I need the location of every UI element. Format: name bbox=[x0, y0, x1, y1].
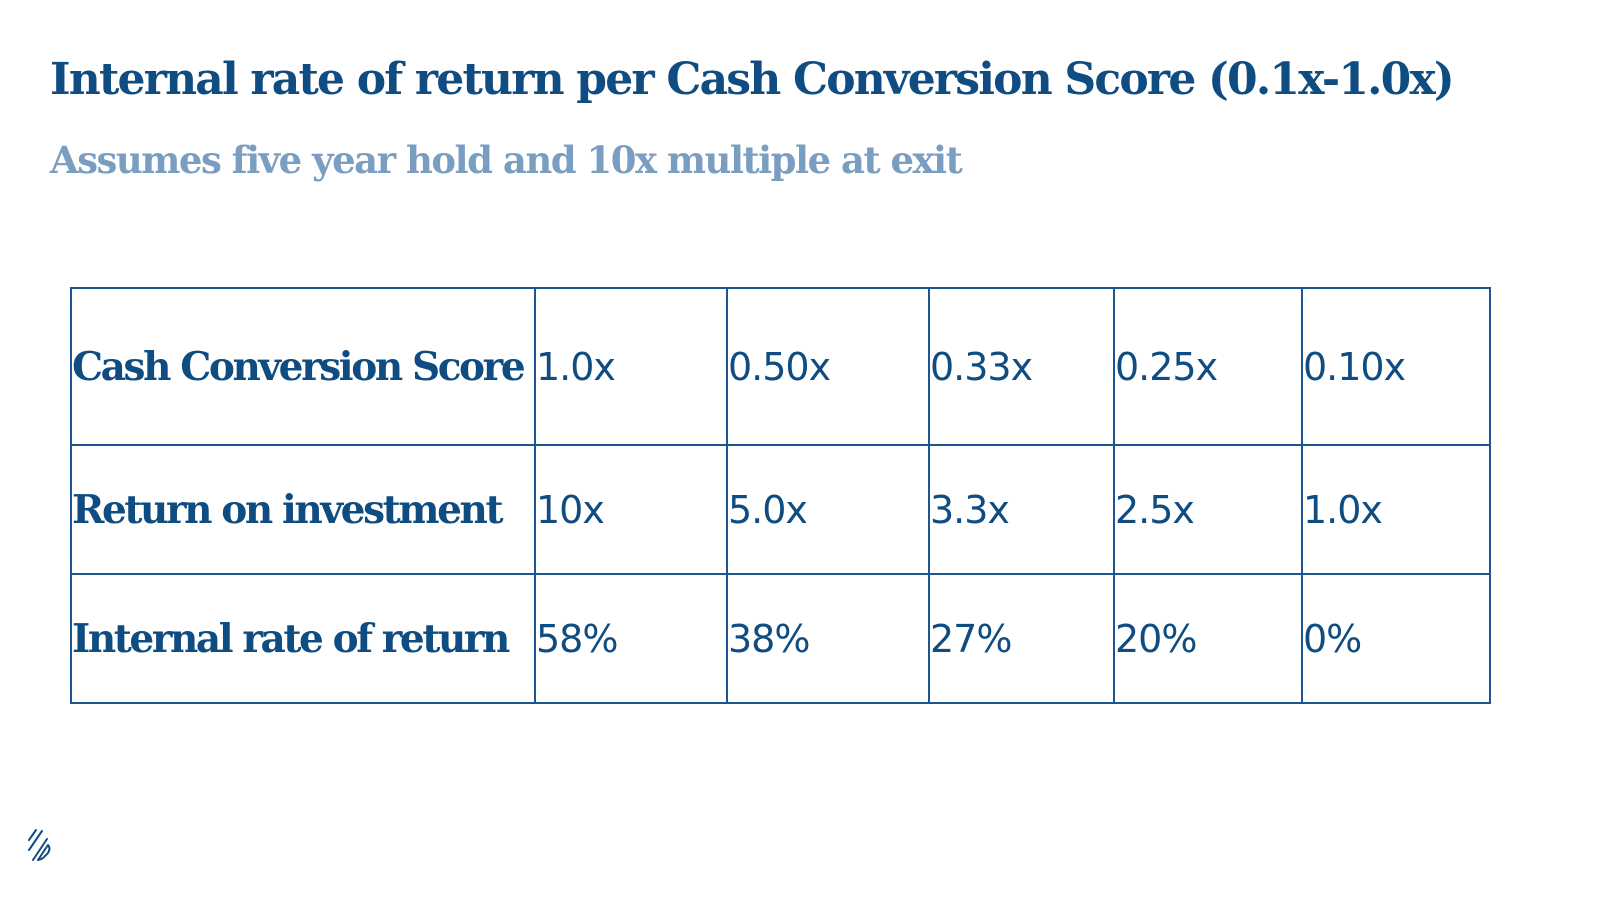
table-cell: 5.0x bbox=[726, 444, 930, 575]
row-label: Cash Conversion Score bbox=[70, 287, 536, 446]
row-label: Internal rate of return bbox=[70, 573, 536, 704]
table-cell: 20% bbox=[1113, 573, 1303, 704]
slide-title: Internal rate of return per Cash Convers… bbox=[50, 54, 1455, 105]
table-cell: 1.0x bbox=[1301, 444, 1491, 575]
table-cell: 0.50x bbox=[726, 287, 930, 446]
row-label: Return on investment bbox=[70, 444, 536, 575]
table-cell: 27% bbox=[928, 573, 1115, 704]
table-cell: 0.10x bbox=[1301, 287, 1491, 446]
table-cell: 2.5x bbox=[1113, 444, 1303, 575]
table-cell: 1.0x bbox=[534, 287, 728, 446]
table-cell: 0.33x bbox=[928, 287, 1115, 446]
irr-table: Cash Conversion Score 1.0x 0.50x 0.33x 0… bbox=[70, 287, 1491, 704]
table-row-cash-conversion-score: Cash Conversion Score 1.0x 0.50x 0.33x 0… bbox=[70, 287, 1491, 446]
slide-subtitle: Assumes five year hold and 10x multiple … bbox=[50, 138, 963, 182]
table-cell: 58% bbox=[534, 573, 728, 704]
table-cell: 3.3x bbox=[928, 444, 1115, 575]
table-cell: 10x bbox=[534, 444, 728, 575]
table-row-internal-rate-of-return: Internal rate of return 58% 38% 27% 20% … bbox=[70, 573, 1491, 704]
table-cell: 38% bbox=[726, 573, 930, 704]
table-cell: 0.25x bbox=[1113, 287, 1303, 446]
table-row-return-on-investment: Return on investment 10x 5.0x 3.3x 2.5x … bbox=[70, 444, 1491, 575]
brand-logo-icon bbox=[28, 829, 51, 861]
table-cell: 0% bbox=[1301, 573, 1491, 704]
